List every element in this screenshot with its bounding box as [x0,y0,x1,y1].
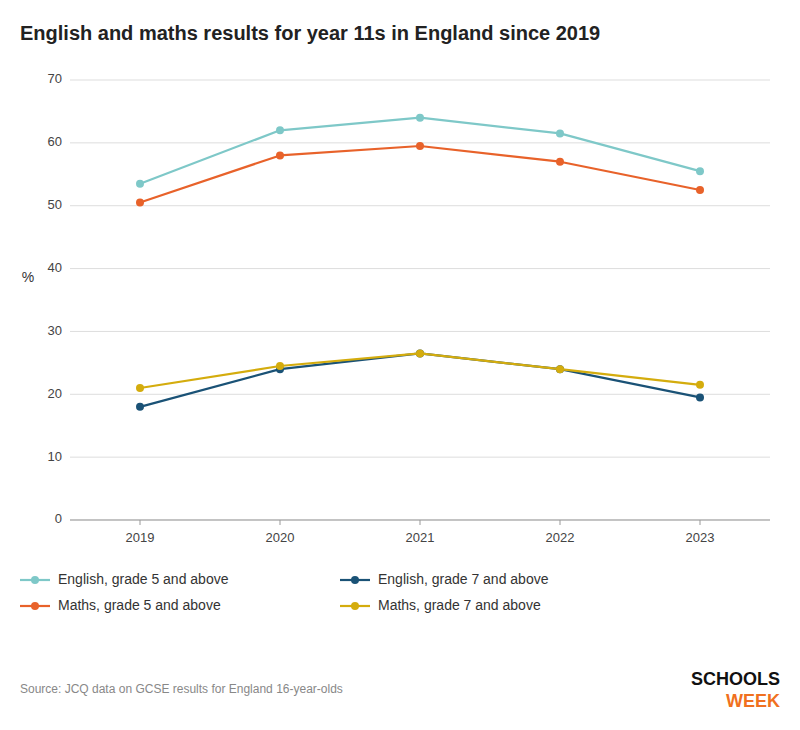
x-tick [560,520,561,525]
x-tick-label: 2023 [686,530,715,545]
y-tick-label: 60 [48,134,62,149]
series [136,349,704,392]
logo-text: SCHOOLS [691,669,780,689]
point [416,142,424,150]
point [696,393,704,401]
x-tick [280,520,281,525]
point [556,365,564,373]
chart: English and maths results for year 11s i… [0,0,800,730]
grid-line [70,268,770,269]
y-axis: 0 10 20 30 40 50 60 70 [48,71,770,526]
point [276,151,284,159]
line [140,353,700,406]
point [556,365,564,373]
legend-marker [31,576,39,584]
legend-marker [351,602,359,610]
point [696,186,704,194]
x-axis: 2019 2020 2021 2022 2023 [70,520,770,545]
point [696,381,704,389]
y-axis-label: % [22,269,34,285]
point [136,384,144,392]
legend: English, grade 5 and above English, grade… [20,571,549,613]
legend-label: English, grade 7 and above [378,571,549,587]
legend-marker [31,602,39,610]
point [136,199,144,207]
point [276,362,284,370]
y-tick-label: 20 [48,386,62,401]
point [416,114,424,122]
point [696,167,704,175]
series [136,114,704,188]
grid-line [70,331,770,332]
point [136,180,144,188]
title: English and maths results for year 11s i… [20,22,600,44]
x-tick-label: 2020 [266,530,295,545]
point [276,126,284,134]
grid-line [70,205,770,206]
point [416,349,424,357]
legend-label: English, grade 5 and above [58,571,229,587]
x-tick-label: 2022 [546,530,575,545]
y-tick-label: 40 [48,260,62,275]
y-tick-label: 50 [48,197,62,212]
y-tick-label: 70 [48,71,62,86]
y-tick-label: 10 [48,449,62,464]
point [556,129,564,137]
x-tick [420,520,421,525]
y-tick-label: 0 [55,511,62,526]
logo-text: WEEK [726,691,780,711]
y-tick-label: 30 [48,323,62,338]
source-note: Source: JCQ data on GCSE results for Eng… [20,682,343,696]
point [136,403,144,411]
x-tick-label: 2021 [406,530,435,545]
series [136,142,704,207]
plot-area [136,114,704,411]
grid-line [70,457,770,458]
point [556,158,564,166]
legend-label: Maths, grade 7 and above [378,597,541,613]
grid-line [70,80,770,81]
line [140,146,700,203]
x-tick [700,520,701,525]
x-tick-label: 2019 [126,530,155,545]
series [136,349,704,410]
legend-marker [351,576,359,584]
legend-label: Maths, grade 5 and above [58,597,221,613]
x-tick [140,520,141,525]
line [140,353,700,388]
grid-line [70,394,770,395]
point [416,349,424,357]
